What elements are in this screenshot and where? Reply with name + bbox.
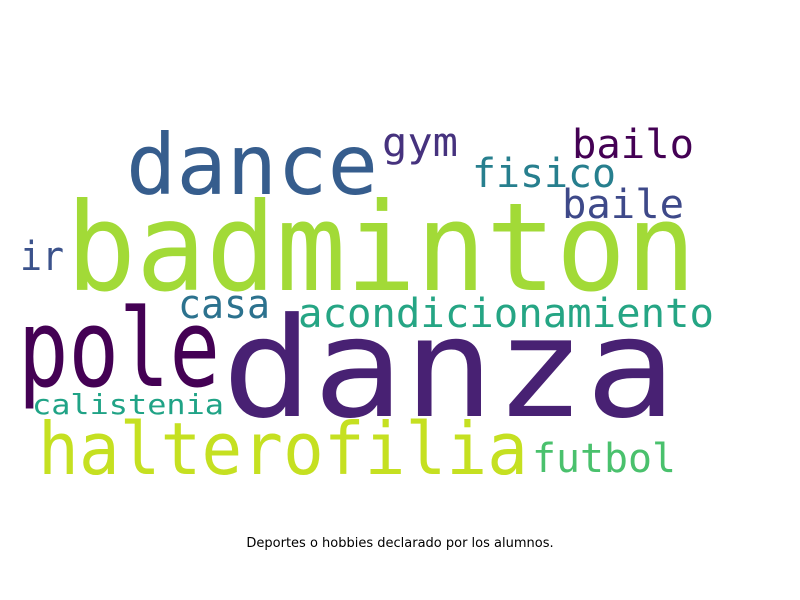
word-bailo: bailo xyxy=(572,122,694,168)
word-casa: casa xyxy=(178,282,270,328)
word-gym: gym xyxy=(382,120,458,166)
word-baile: baile xyxy=(562,182,684,228)
word-badminton: badminton xyxy=(66,177,696,319)
word-halterofilia: halterofilia xyxy=(38,407,528,491)
word-fisico: fisico xyxy=(472,151,616,197)
word-pole: pole xyxy=(18,287,220,412)
word-dance: dance xyxy=(126,116,378,214)
word-futbol: futbol xyxy=(532,436,676,482)
word-acondicionamiento: acondicionamiento xyxy=(298,291,714,337)
figure-caption: Deportes o hobbies declarado por los alu… xyxy=(246,536,554,551)
word-danza: danza xyxy=(222,288,676,449)
word-calistenia: calistenia xyxy=(32,388,224,421)
word-ir: ir xyxy=(20,234,64,280)
